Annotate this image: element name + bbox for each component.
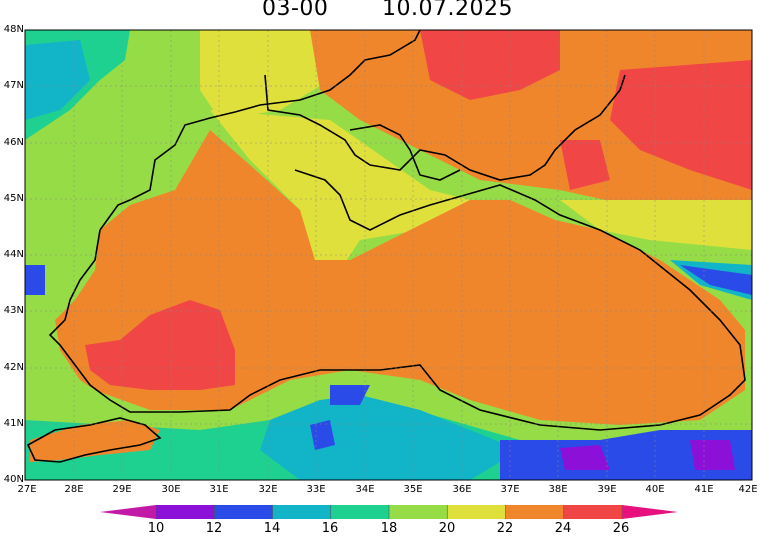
- lon-label: 38E: [548, 484, 568, 495]
- lon-label: 37E: [500, 484, 520, 495]
- colorbar-label: 22: [496, 521, 514, 536]
- forecast-time: 03-00: [262, 0, 329, 21]
- sst-field: [25, 30, 752, 480]
- lon-label: 32E: [258, 484, 278, 495]
- lon-label: 42E: [738, 484, 758, 495]
- map-title: 03-00 10.07.2025: [0, 0, 762, 24]
- lat-label: 47N: [3, 80, 24, 91]
- colorbar-segment: [505, 505, 565, 519]
- lat-label: 41N: [3, 418, 24, 429]
- colorbar-segment: [563, 505, 623, 519]
- colorbar-segment: [214, 505, 273, 519]
- lon-label: 31E: [209, 484, 229, 495]
- colorbar: [100, 505, 678, 519]
- colorbar-label: 18: [380, 521, 398, 536]
- lon-label: 33E: [306, 484, 326, 495]
- coastline: [26, 30, 746, 463]
- lon-label: 27E: [17, 484, 37, 495]
- map-frame: [24, 29, 753, 481]
- colorbar-segment: [389, 505, 448, 519]
- lon-label: 34E: [355, 484, 375, 495]
- colorbar-segment: [156, 505, 215, 519]
- colorbar-label: 16: [321, 521, 339, 536]
- lat-label: 48N: [3, 24, 24, 35]
- lon-label: 29E: [112, 484, 132, 495]
- colorbar-label: 14: [263, 521, 281, 536]
- colorbar-segment: [330, 505, 390, 519]
- colorbar-low-arrow: [100, 505, 156, 519]
- colorbar-label: 20: [438, 521, 456, 536]
- lon-label: 35E: [403, 484, 423, 495]
- lon-label: 30E: [161, 484, 181, 495]
- lat-label: 46N: [3, 137, 24, 148]
- lon-label: 28E: [64, 484, 84, 495]
- colorbar-segment: [447, 505, 506, 519]
- lat-label: 44N: [3, 249, 24, 260]
- lon-label: 41E: [694, 484, 714, 495]
- colorbar-high-arrow: [622, 505, 678, 519]
- graticule: [25, 30, 752, 480]
- lon-label: 39E: [597, 484, 617, 495]
- lon-label: 36E: [452, 484, 472, 495]
- colorbar-label: 26: [612, 521, 630, 536]
- lat-label: 42N: [3, 362, 24, 373]
- lat-label: 43N: [3, 305, 24, 316]
- colorbar-label: 10: [147, 521, 165, 536]
- lat-label: 40N: [3, 474, 24, 485]
- forecast-date: 10.07.2025: [382, 0, 513, 21]
- colorbar-segment: [272, 505, 332, 519]
- colorbar-label: 12: [205, 521, 223, 536]
- lat-label: 45N: [3, 193, 24, 204]
- lon-label: 40E: [645, 484, 665, 495]
- colorbar-label: 24: [554, 521, 572, 536]
